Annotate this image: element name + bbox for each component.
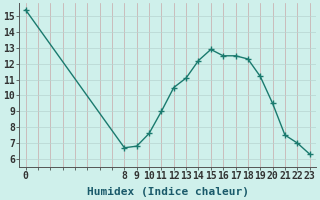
X-axis label: Humidex (Indice chaleur): Humidex (Indice chaleur) — [87, 186, 249, 197]
